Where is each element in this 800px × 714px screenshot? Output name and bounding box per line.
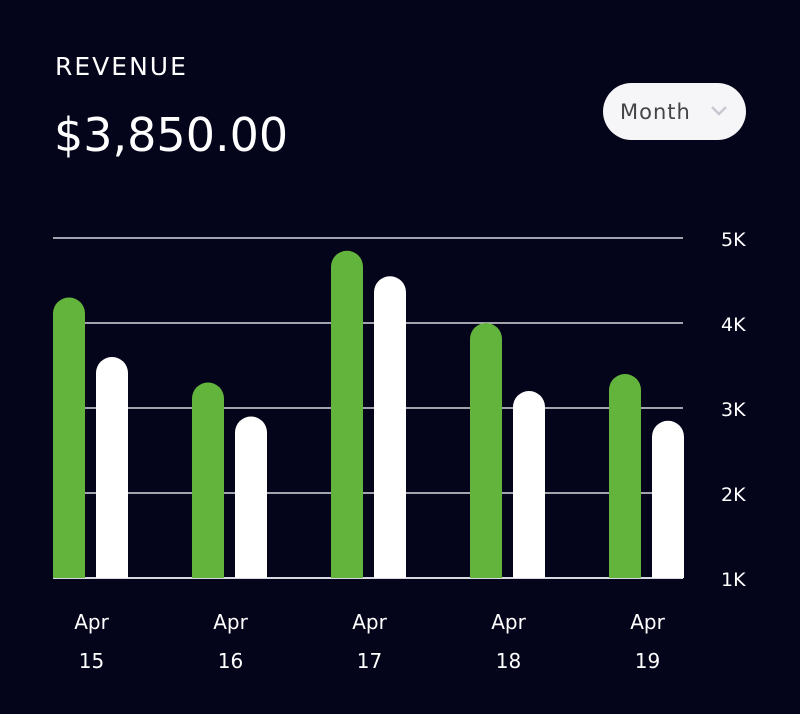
bar-white [235,416,267,578]
period-dropdown-value: Month [620,99,691,124]
x-tick-day: 17 [357,649,382,673]
x-tick-month: Apr [352,610,387,634]
x-tick-month: Apr [630,610,665,634]
x-tick-day: 18 [496,649,521,673]
x-tick-month: Apr [74,610,109,634]
bar-green [192,382,224,578]
bar-white [96,357,128,578]
y-tick-label: 5K [721,229,746,251]
bar-green [53,297,85,578]
bar-green [609,374,641,578]
y-tick-label: 2K [721,484,746,506]
chevron-down-icon [711,106,727,116]
x-tick-day: 16 [218,649,243,673]
x-tick-month: Apr [491,610,526,634]
y-tick-label: 4K [721,314,746,336]
y-tick-label: 3K [721,399,746,421]
chart-title: REVENUE [55,52,188,81]
revenue-amount: $3,850.00 [54,108,289,162]
x-tick-day: 19 [635,649,660,673]
bar-green [470,323,502,578]
bar-green [331,250,363,578]
bar-white [513,391,545,578]
period-dropdown[interactable]: Month [603,83,746,140]
x-tick-month: Apr [213,610,248,634]
bar-white [374,276,406,578]
y-tick-label: 1K [721,569,746,591]
x-tick-day: 15 [79,649,104,673]
bar-white [652,420,684,578]
